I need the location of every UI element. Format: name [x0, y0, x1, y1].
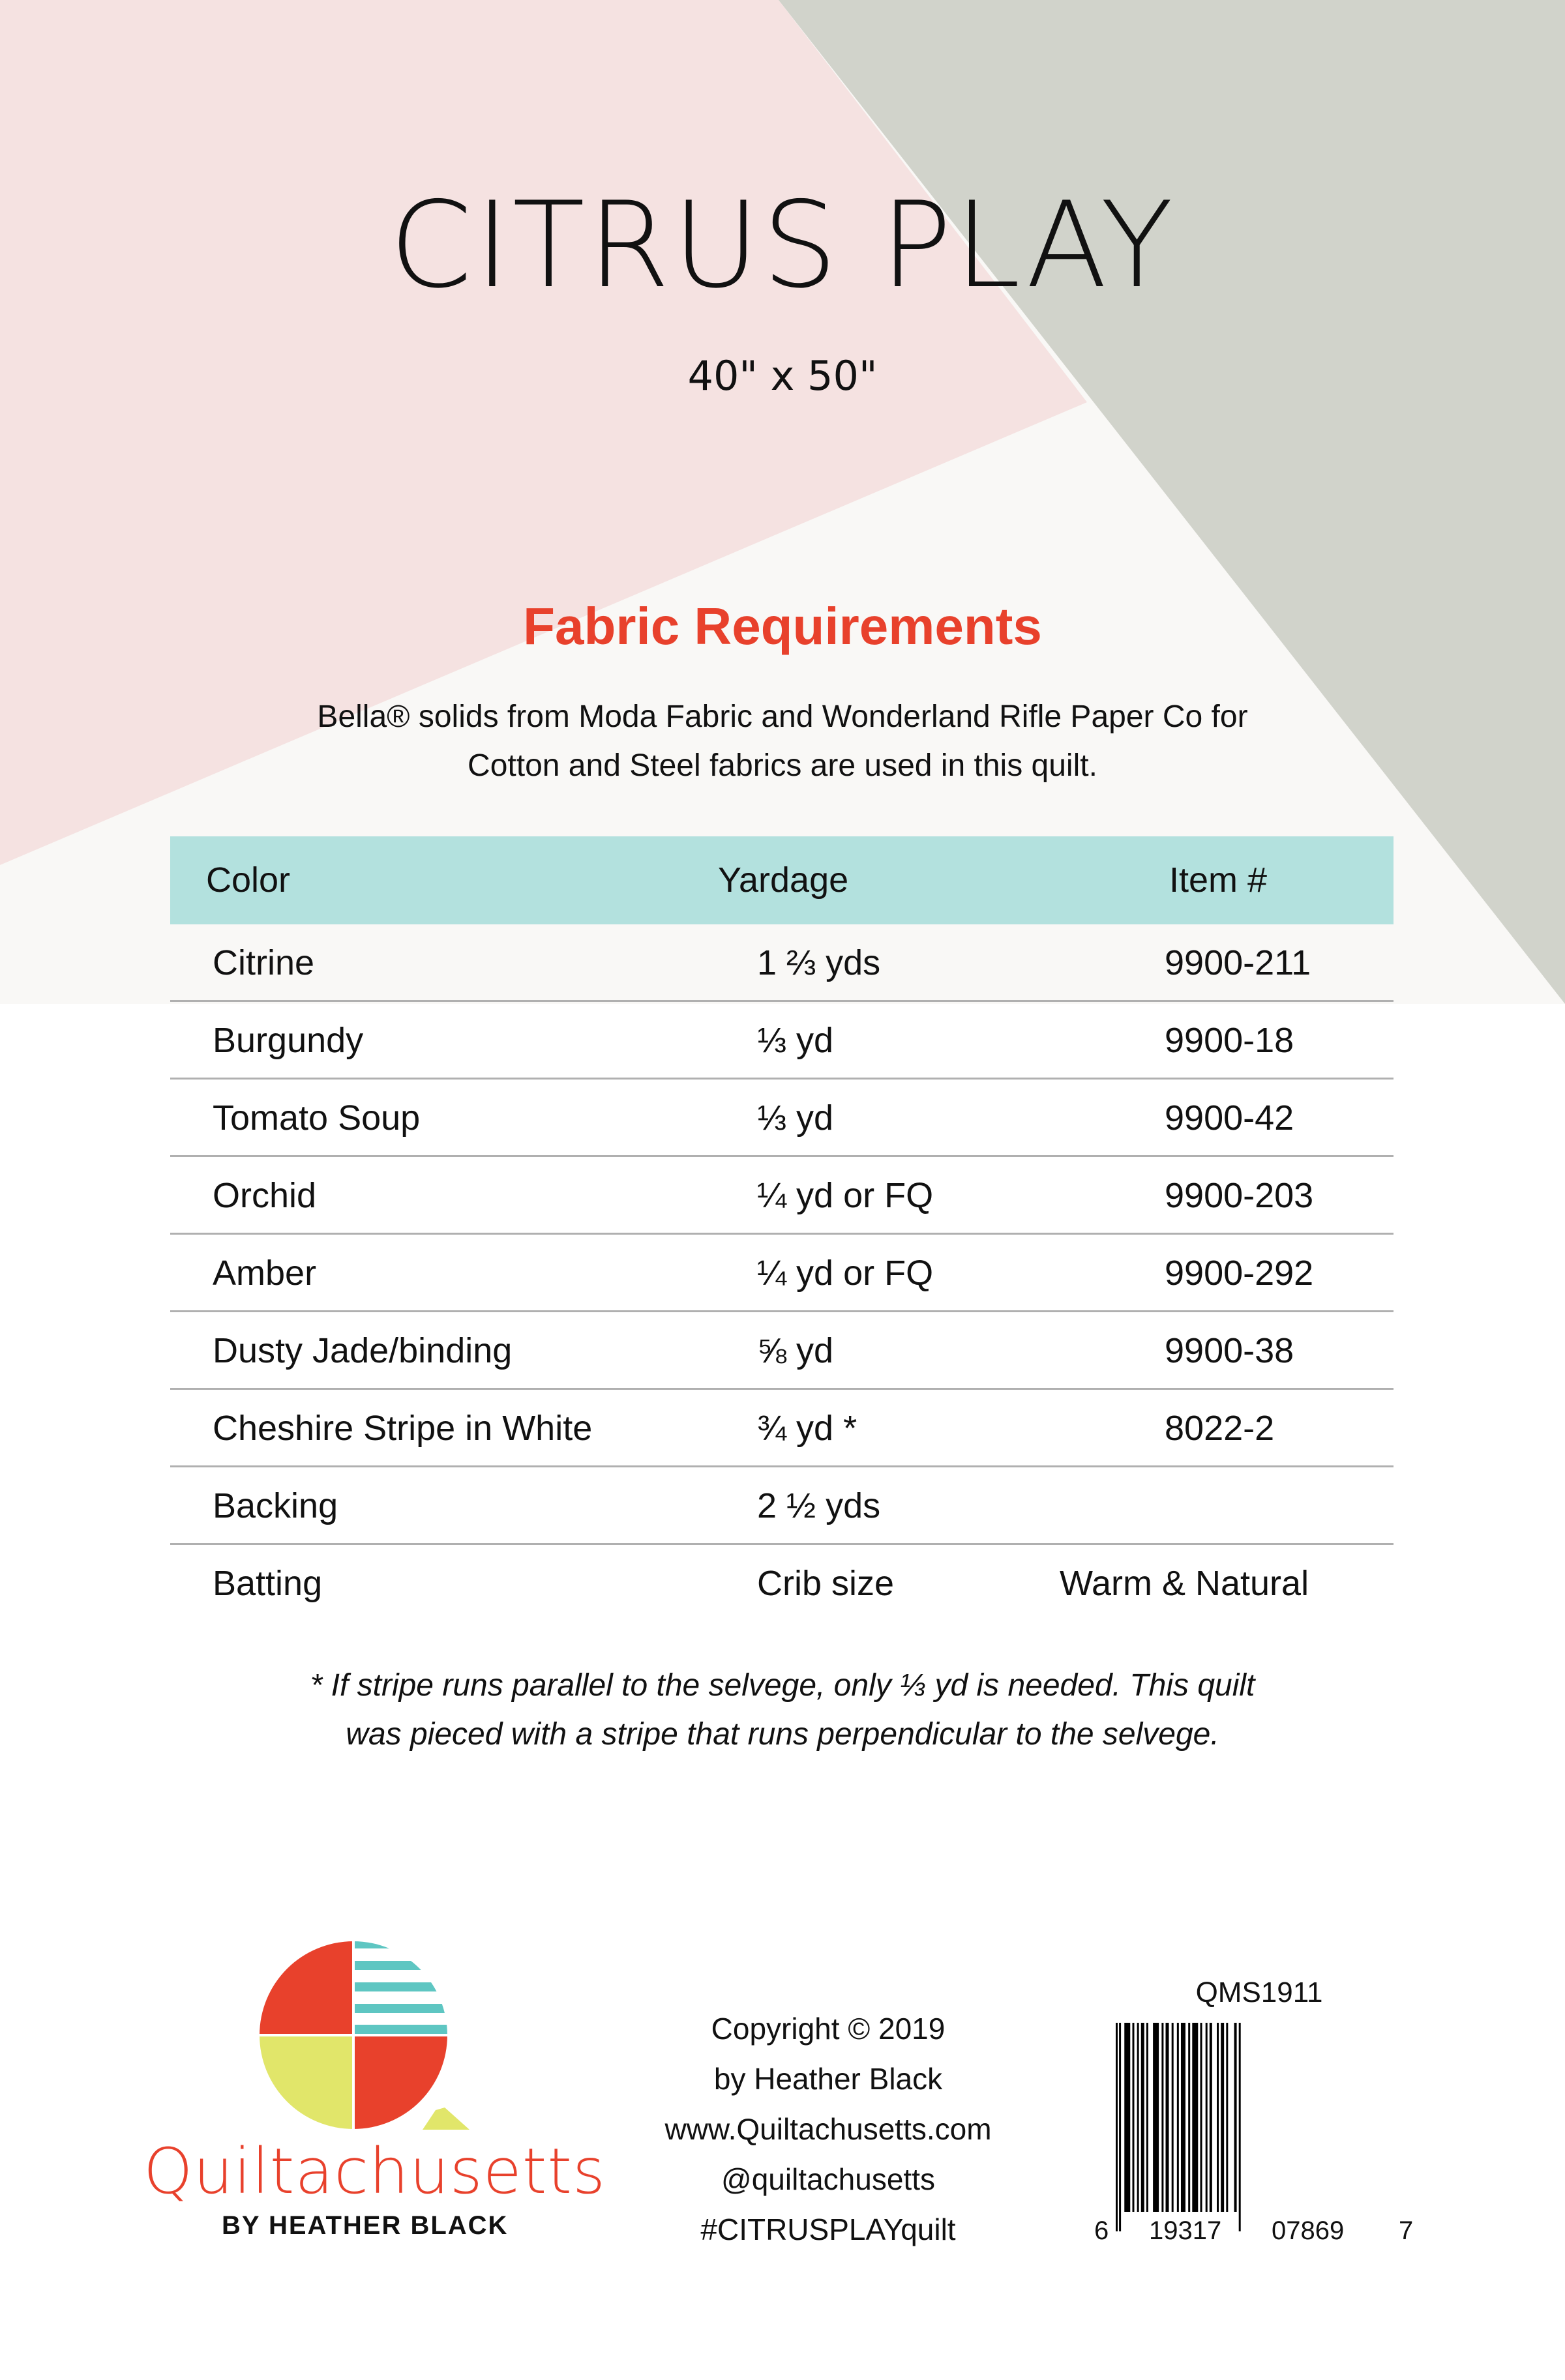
cell-yardage: 1 ⅔ yds: [757, 943, 881, 982]
barcode-bar: [1132, 2023, 1135, 2212]
barcode-digits-right: 07869: [1270, 2216, 1346, 2246]
table-row: Amber ¼ yd or FQ 9900-292: [170, 1235, 1394, 1312]
barcode-bar: [1116, 2023, 1118, 2231]
barcode-bar: [1188, 2023, 1191, 2212]
section-heading: Fabric Requirements: [523, 597, 1042, 655]
intro-line-1: Bella® solids from Moda Fabric and Wonde…: [317, 699, 1248, 734]
barcode-bar: [1171, 2023, 1174, 2212]
quiltachusetts-logo-icon: [260, 1941, 470, 2130]
cell-item: Warm & Natural: [1060, 1564, 1309, 1603]
barcode-digits-left: 19317: [1148, 2216, 1223, 2246]
cell-yardage: Crib size: [757, 1564, 895, 1603]
pattern-title: CITRUS PLAY: [389, 176, 1176, 314]
cell-color: Dusty Jade/binding: [213, 1331, 513, 1370]
copyright: Copyright © 2019: [711, 2012, 946, 2046]
table-row: Backing 2 ½ yds: [170, 1467, 1394, 1545]
cell-item: 9900-38: [1165, 1331, 1294, 1370]
barcode-bar: [1146, 2023, 1148, 2212]
table-row: Dusty Jade/binding ⅝ yd 9900-38: [170, 1312, 1394, 1390]
cell-color: Orchid: [213, 1176, 317, 1215]
table-header: Color Yardage Item #: [170, 836, 1394, 924]
cell-color: Backing: [213, 1486, 338, 1525]
barcode-bar: [1221, 2023, 1225, 2212]
cell-color: Cheshire Stripe in White: [213, 1409, 593, 1448]
website-link[interactable]: www.Quiltachusetts.com: [664, 2112, 992, 2146]
barcode-bar: [1205, 2023, 1208, 2212]
cell-item: 9900-203: [1165, 1176, 1314, 1215]
cell-yardage: 2 ½ yds: [757, 1486, 881, 1525]
barcode-digit-check: 7: [1397, 2216, 1415, 2246]
barcode-bar: [1226, 2023, 1229, 2212]
brand-byline: BY HEATHER BLACK: [222, 2211, 509, 2240]
barcode-bar: [1234, 2023, 1237, 2212]
barcode-digit-lead: 6: [1093, 2216, 1110, 2246]
table-row: Citrine 1 ⅔ yds 9900-211: [170, 924, 1394, 1002]
gray-shape: [779, 0, 1565, 1004]
table-row: Cheshire Stripe in White ¾ yd * 8022-2: [170, 1390, 1394, 1467]
cell-yardage: ¼ yd or FQ: [757, 1254, 934, 1293]
cell-color: Amber: [213, 1254, 317, 1293]
barcode-bar: [1209, 2023, 1212, 2212]
table-row: Batting Crib size Warm & Natural: [170, 1545, 1394, 1621]
cell-yardage: ⅓ yd: [757, 1098, 834, 1138]
brand-name: Quiltachusetts: [143, 2135, 606, 2208]
cell-yardage: ¼ yd or FQ: [757, 1176, 934, 1215]
table-row: Tomato Soup ⅓ yd 9900-42: [170, 1080, 1394, 1157]
hashtag: #CITRUSPLAYquilt: [700, 2212, 956, 2246]
barcode-bar: [1161, 2023, 1164, 2212]
barcode-bar: [1180, 2023, 1185, 2212]
table-row: Burgundy ⅓ yd 9900-18: [170, 1002, 1394, 1080]
cell-yardage: ⅝ yd: [757, 1331, 834, 1370]
barcode-bar: [1124, 2023, 1131, 2212]
cell-item: 9900-18: [1165, 1021, 1294, 1060]
barcode-bar: [1192, 2023, 1199, 2212]
social-handle: @quiltachusetts: [721, 2162, 935, 2196]
barcode-bar: [1137, 2023, 1139, 2212]
barcode-bar: [1217, 2023, 1219, 2212]
header-yardage: Yardage: [718, 860, 849, 900]
barcode-bar: [1153, 2023, 1159, 2212]
barcode-icon: [1116, 2023, 1241, 2231]
cell-color: Citrine: [213, 943, 315, 982]
cell-yardage: ⅓ yd: [757, 1021, 834, 1060]
header-color: Color: [206, 860, 291, 900]
footnote-line-2: was pieced with a stripe that runs perpe…: [346, 1717, 1219, 1752]
quilt-size: 40" x 50": [687, 352, 878, 400]
cell-color: Burgundy: [213, 1021, 364, 1060]
barcode-bar: [1165, 2023, 1169, 2212]
barcode-bar: [1119, 2023, 1122, 2231]
footnote-line-1: * If stripe runs parallel to the selvege…: [310, 1668, 1255, 1703]
sku-label: QMS1911: [1195, 1976, 1323, 2008]
barcode-bar: [1200, 2023, 1202, 2212]
header-item: Item #: [1169, 860, 1268, 900]
cell-item: 9900-211: [1165, 943, 1311, 982]
table-row: Orchid ¼ yd or FQ 9900-203: [170, 1157, 1394, 1235]
barcode-bar: [1140, 2023, 1144, 2212]
cell-color: Tomato Soup: [213, 1098, 421, 1138]
cell-yardage: ¾ yd *: [757, 1409, 857, 1448]
cell-item: 9900-292: [1165, 1254, 1314, 1293]
cell-item: 9900-42: [1165, 1098, 1294, 1138]
pink-shape: [0, 0, 1087, 865]
cell-item: 8022-2: [1165, 1409, 1275, 1448]
barcode-bar: [1238, 2023, 1241, 2231]
intro-line-2: Cotton and Steel fabrics are used in thi…: [468, 748, 1097, 783]
fabric-table: Color Yardage Item # Citrine 1 ⅔ yds 9900-…: [170, 836, 1394, 1621]
author: by Heather Black: [713, 2062, 943, 2096]
barcode-bar: [1176, 2023, 1179, 2212]
cell-color: Batting: [213, 1564, 323, 1603]
